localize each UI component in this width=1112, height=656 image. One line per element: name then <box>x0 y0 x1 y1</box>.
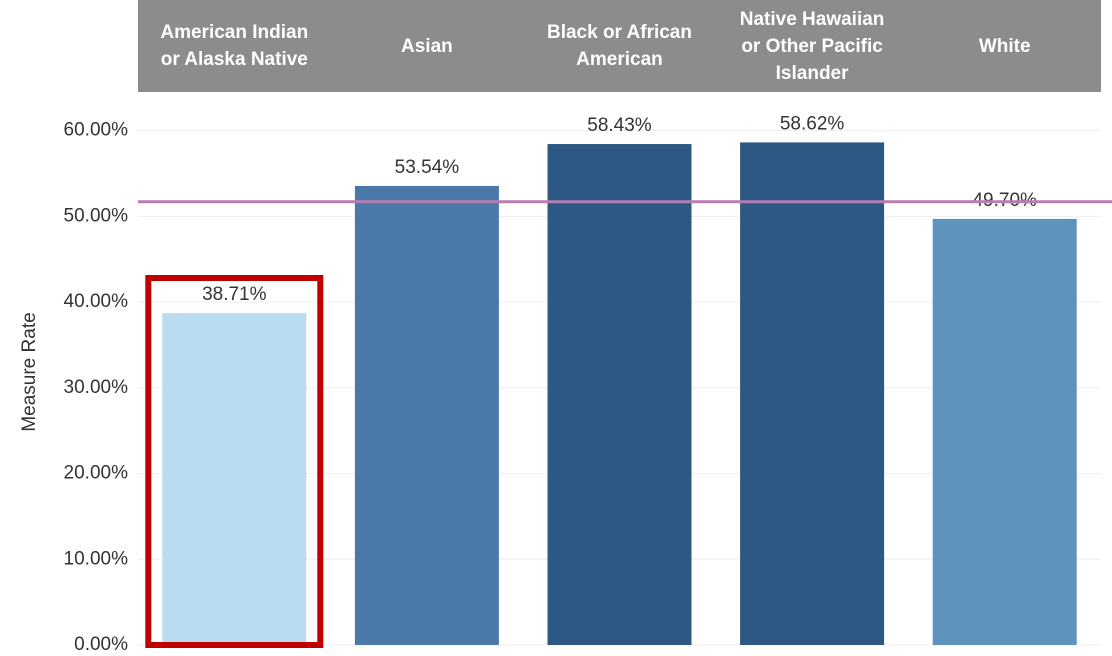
bar <box>740 142 885 645</box>
value-label: 38.71% <box>202 284 267 305</box>
category-label: White <box>978 35 1031 57</box>
category-label: Native Hawaiian or Other Pacific Islande… <box>739 8 885 84</box>
bar <box>354 185 499 645</box>
y-axis-label: Measure Rate <box>19 312 40 431</box>
bar <box>932 218 1077 645</box>
value-label: 58.62% <box>780 113 845 134</box>
y-tick-label: 50.00% <box>64 205 129 226</box>
category-label: Black or African American <box>546 22 692 70</box>
highlight-box <box>145 275 324 648</box>
bar <box>547 144 692 645</box>
y-tick-label: 10.00% <box>64 548 129 569</box>
y-tick-label: 40.00% <box>64 291 129 312</box>
value-label: 58.43% <box>587 115 652 136</box>
bar <box>162 313 307 645</box>
y-tick-label: 0.00% <box>74 634 128 655</box>
y-tick-label: 20.00% <box>64 463 129 484</box>
category-header: American Indian or Alaska Native Asian Bla… <box>138 0 1101 92</box>
y-tick-label: 30.00% <box>64 377 129 398</box>
y-tick-label: 60.00% <box>64 120 129 141</box>
category-label: Asian <box>401 35 453 57</box>
value-label: 53.54% <box>395 157 460 178</box>
category-label: American Indian or Alaska Native <box>160 22 309 70</box>
